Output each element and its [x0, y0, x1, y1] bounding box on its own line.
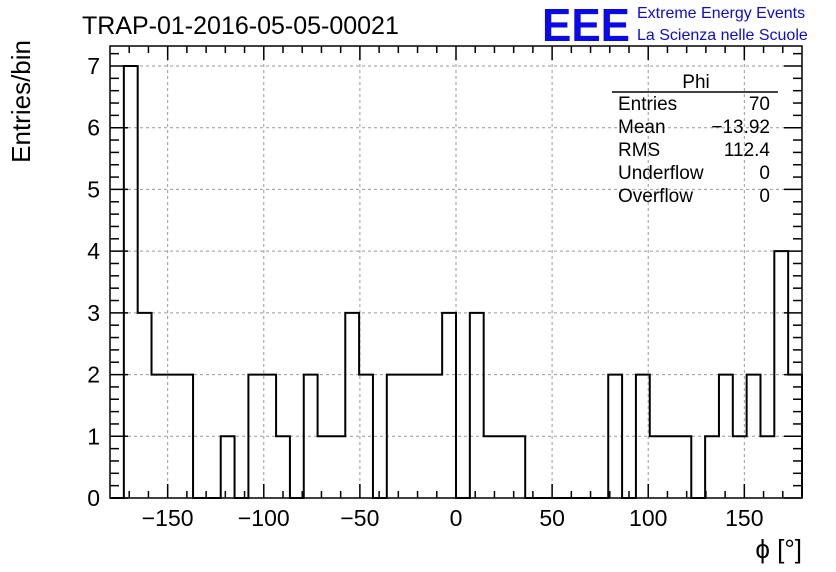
stats-label-overflow: Overflow: [618, 186, 693, 207]
histogram-bin: [345, 313, 359, 498]
axis-ticks: [110, 46, 802, 499]
x-tick-label: 100: [629, 505, 667, 531]
stats-label-entries: Entries: [618, 94, 677, 115]
y-tick-label: 0: [87, 485, 100, 511]
y-tick-label: 2: [87, 362, 100, 388]
histogram-bin: [664, 436, 678, 498]
y-tick-label: 7: [87, 53, 100, 79]
stats-value-underflow: 0: [759, 163, 770, 184]
x-tick-label: 50: [539, 505, 565, 531]
x-tick-label: 150: [725, 505, 763, 531]
stats-box-title: Phi: [682, 72, 709, 93]
histogram-bin: [318, 436, 332, 498]
y-axis-label: Entries/bin: [6, 40, 36, 163]
eee-logo-mark: EEE: [542, 0, 630, 51]
histogram-bin: [331, 436, 345, 498]
stats-value-rms: 112.4: [724, 140, 771, 161]
y-tick-label: 5: [87, 176, 100, 202]
y-tick-label: 6: [87, 115, 100, 141]
stats-value-entries: 70: [749, 94, 770, 115]
histogram-bin: [511, 436, 525, 498]
histogram-bin: [650, 436, 664, 498]
histogram-bin: [470, 313, 484, 498]
histogram-outline: [110, 65, 803, 499]
stats-label-underflow: Underflow: [618, 163, 704, 184]
y-tick-label: 4: [87, 238, 100, 264]
histogram-bin: [124, 66, 138, 498]
x-tick-label: −100: [238, 505, 290, 531]
x-tick-label: 0: [450, 505, 463, 531]
y-tick-label: 3: [87, 300, 100, 326]
x-tick-labels: −150 −100 −50 0 50 100 150: [142, 505, 764, 531]
stats-label-rms: RMS: [618, 140, 660, 161]
histogram-bin: [484, 436, 498, 498]
x-axis-label: ϕ [°]: [755, 534, 802, 564]
stats-label-mean: Mean: [618, 117, 666, 138]
y-tick-labels: 0 1 2 3 4 5 6 7: [87, 53, 100, 511]
y-tick-label: 1: [87, 423, 100, 449]
histogram-bin: [705, 436, 719, 498]
histogram-bin: [221, 436, 235, 498]
histogram-bin: [760, 436, 774, 498]
histogram-bars: [110, 65, 803, 499]
histogram-bin: [677, 436, 691, 498]
eee-logo-line1: Extreme Energy Events: [637, 5, 805, 22]
stats-value-overflow: 0: [759, 186, 770, 207]
histogram-bin: [442, 313, 456, 498]
histogram-bin: [498, 436, 512, 498]
grid-lines: [110, 46, 802, 498]
histogram-bin: [636, 375, 650, 498]
chart-title: TRAP-01-2016-05-05-00021: [82, 12, 399, 40]
x-tick-label: −150: [142, 505, 194, 531]
histogram-bin: [276, 436, 290, 498]
eee-logo-line2: La Scienza nelle Scuole: [637, 27, 808, 44]
stats-value-mean: −13.92: [711, 117, 770, 138]
x-tick-label: −50: [340, 505, 379, 531]
histogram-bin: [138, 313, 152, 498]
stats-box: Phi Entries 70 Mean −13.92 RMS 112.4 Und…: [612, 72, 778, 207]
eee-logo: EEE Extreme Energy Events La Scienza nel…: [542, 0, 808, 51]
